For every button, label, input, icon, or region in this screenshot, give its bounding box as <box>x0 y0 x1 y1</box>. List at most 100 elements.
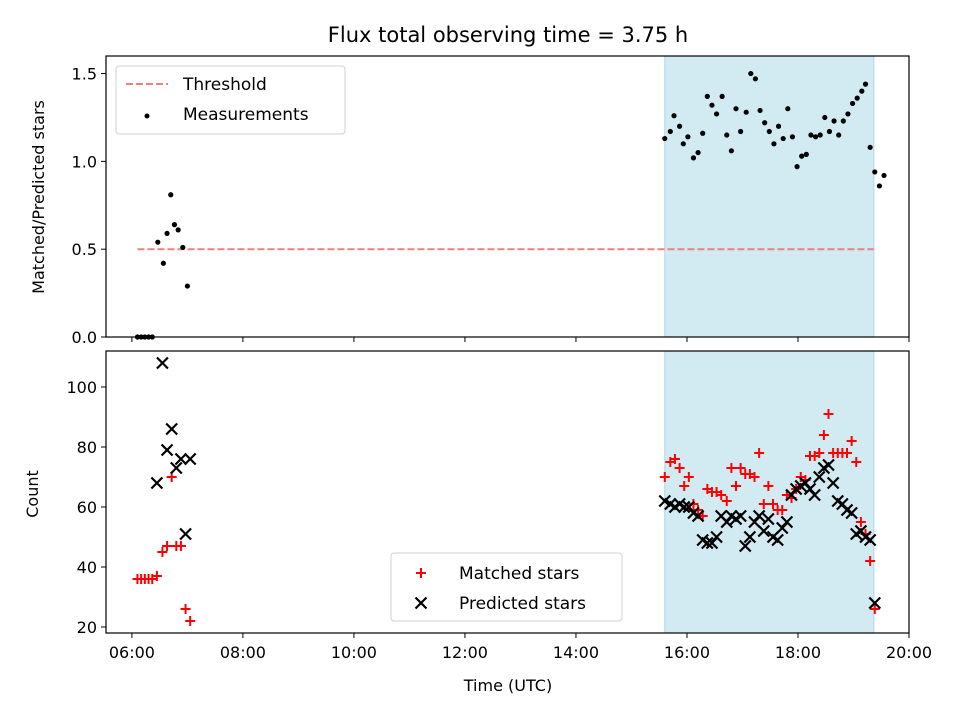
measurement-point <box>164 230 170 236</box>
measurement-point <box>180 244 186 251</box>
measurement-point <box>160 260 166 266</box>
measurement-point <box>719 93 725 99</box>
matched-star-point <box>842 448 853 458</box>
matched-star-point <box>855 517 866 527</box>
predicted-star-point <box>738 539 752 553</box>
measurement-point <box>704 93 710 99</box>
count-x-tick-label: 10:00 <box>331 643 377 662</box>
measurement-point <box>803 151 809 157</box>
measurement-point <box>168 192 174 198</box>
count-y-axis-label: Count <box>23 470 42 518</box>
measurement-point <box>854 95 860 101</box>
matched-star-point <box>693 505 704 515</box>
chart-title: Flux total observing time = 3.75 h <box>328 23 688 47</box>
measurement-point <box>826 128 833 135</box>
predicted-star-point <box>677 500 691 514</box>
legend-measurements-swatch <box>144 113 150 119</box>
legend-predicted-swatch <box>414 596 428 610</box>
ratio-shaded-region <box>664 55 875 338</box>
count-shaded-region <box>664 350 875 634</box>
predicted-star-point <box>165 422 178 436</box>
matched-star-point <box>175 541 186 551</box>
matched-star-point <box>851 457 862 467</box>
measurement-point <box>785 106 791 112</box>
measurement-point <box>794 164 800 170</box>
measurement-point <box>762 120 768 126</box>
matched-star-point <box>814 448 825 458</box>
measurement-point <box>728 148 734 154</box>
predicted-star-point <box>710 530 723 544</box>
legend-measurements-label: Measurements <box>183 105 309 125</box>
matched-star-point <box>763 481 774 491</box>
matched-star-point <box>818 430 829 440</box>
predicted-star-point <box>183 452 197 466</box>
count-x-tick-label: 16:00 <box>664 643 710 662</box>
ratio-panel: 0.0 0.5 1.0 1.5 <box>72 55 910 347</box>
measurement-point <box>752 76 759 82</box>
ratio-y-tick-label: 0.0 <box>72 328 97 347</box>
matched-star-point <box>768 499 779 509</box>
measurement-point <box>667 128 673 135</box>
count-y-tick-label: 20 <box>77 618 97 637</box>
measurement-point <box>799 153 805 159</box>
measurement-point <box>171 222 178 228</box>
measurement-point <box>771 141 777 147</box>
legend-matched-label: Matched stars <box>459 564 579 584</box>
measurement-point <box>738 128 744 135</box>
count-legend-box <box>390 552 623 622</box>
ratio-y-tick-label: 0.5 <box>72 240 97 259</box>
measurement-point <box>175 227 181 233</box>
count-x-tick-label: 14:00 <box>553 643 599 662</box>
ratio-y-tick-label: 1.0 <box>72 152 97 171</box>
count-y-tick-label: 40 <box>77 558 97 577</box>
count-y-tick-label: 80 <box>77 438 97 457</box>
count-y-tick-label: 100 <box>66 378 97 397</box>
count-x-tick-label: 20:00 <box>886 643 932 662</box>
measurement-point <box>859 88 865 94</box>
matched-star-point <box>669 454 680 464</box>
matched-star-point <box>726 463 737 473</box>
measurement-point <box>789 134 796 140</box>
predicted-star-point <box>170 461 183 475</box>
matched-star-point <box>683 472 694 482</box>
predicted-star-point <box>691 509 705 523</box>
legend-matched-marker <box>416 568 426 578</box>
measurement-point <box>840 118 846 124</box>
predicted-star-point <box>826 476 840 490</box>
matched-star-point <box>758 499 769 509</box>
matched-star-point <box>731 481 742 491</box>
measurement-point <box>748 70 754 77</box>
predicted-star-point <box>771 533 784 547</box>
predicted-star-point <box>701 536 714 550</box>
measurement-point <box>808 132 814 138</box>
matched-star-point <box>674 463 685 473</box>
matched-star-point <box>754 448 765 458</box>
predicted-star-point <box>808 488 821 502</box>
predicted-star-point <box>780 515 794 529</box>
matched-star-point <box>180 604 191 614</box>
measurement-point <box>733 106 739 112</box>
predicted-star-point <box>734 509 747 523</box>
predicted-star-point <box>179 527 192 541</box>
measurement-point <box>831 118 837 124</box>
measurement-point <box>812 134 819 140</box>
predicted-star-point <box>752 509 766 523</box>
measurement-point <box>862 81 869 87</box>
matched-star-point <box>777 505 788 515</box>
measurement-point <box>685 134 691 140</box>
measurement-point <box>845 111 851 117</box>
count-panel: 20 40 60 80 100 06:00 08:00 10:00 12:00 14:00 16:0… <box>66 350 932 662</box>
count-x-tick-label: 12:00 <box>442 643 488 662</box>
legend-matched-swatch <box>416 568 426 578</box>
measurement-point <box>817 132 823 138</box>
matched-star-point <box>735 463 746 473</box>
matched-star-point <box>865 556 876 566</box>
predicted-star-point <box>812 470 826 484</box>
matched-star-point <box>823 409 834 419</box>
ratio-y-axis-label: Matched/Predicted stars <box>29 100 48 294</box>
predicted-star-point <box>868 596 882 610</box>
measurement-point <box>757 107 763 114</box>
ratio-legend: Threshold Measurements <box>115 65 346 135</box>
matched-star-point <box>151 571 162 581</box>
matched-star-point <box>157 547 168 557</box>
